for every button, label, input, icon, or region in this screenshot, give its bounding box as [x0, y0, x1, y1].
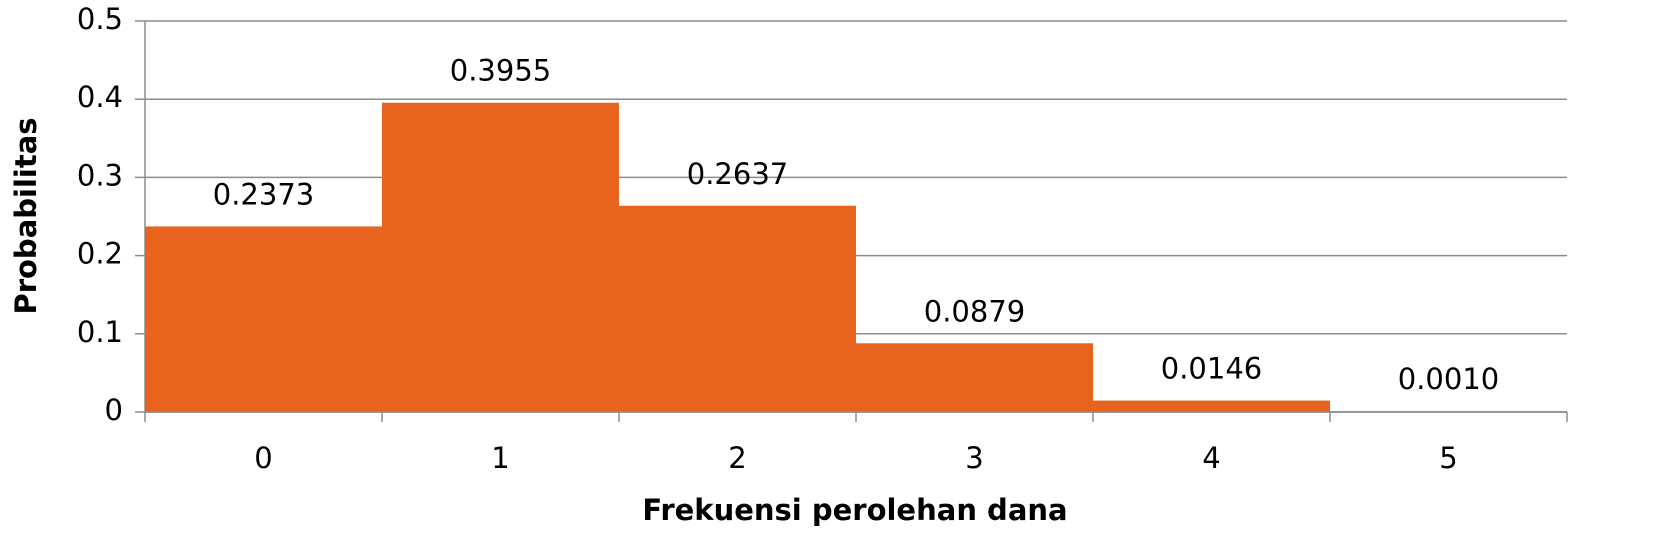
- bar: [619, 205, 856, 412]
- bar: [145, 226, 382, 412]
- y-tick-label: 0.5: [77, 2, 123, 36]
- y-tick-label: 0.3: [77, 158, 123, 192]
- x-tick-label: 2: [728, 441, 746, 475]
- y-tick-label: 0.4: [77, 80, 123, 114]
- data-label: 0.0010: [1398, 362, 1499, 396]
- data-label: 0.2637: [687, 157, 788, 191]
- data-label: 0.0146: [1161, 352, 1262, 386]
- x-tick-label: 5: [1439, 441, 1457, 475]
- bar: [856, 343, 1093, 412]
- x-axis-label: Frekuensi perolehan dana: [642, 493, 1067, 527]
- y-tick-label: 0.1: [77, 315, 123, 349]
- y-tick-label: 0: [105, 393, 123, 427]
- data-label: 0.3955: [450, 54, 551, 88]
- x-tick-label: 4: [1202, 441, 1220, 475]
- x-tick-label: 0: [254, 441, 272, 475]
- x-tick-label: 1: [491, 441, 509, 475]
- bar: [382, 102, 619, 413]
- y-axis-label: Probabilitas: [9, 117, 43, 314]
- bar: [1093, 400, 1330, 412]
- data-label: 0.0879: [924, 294, 1025, 328]
- data-label: 0.2373: [213, 177, 314, 211]
- y-tick-label: 0.2: [77, 237, 123, 271]
- x-tick-label: 3: [965, 441, 983, 475]
